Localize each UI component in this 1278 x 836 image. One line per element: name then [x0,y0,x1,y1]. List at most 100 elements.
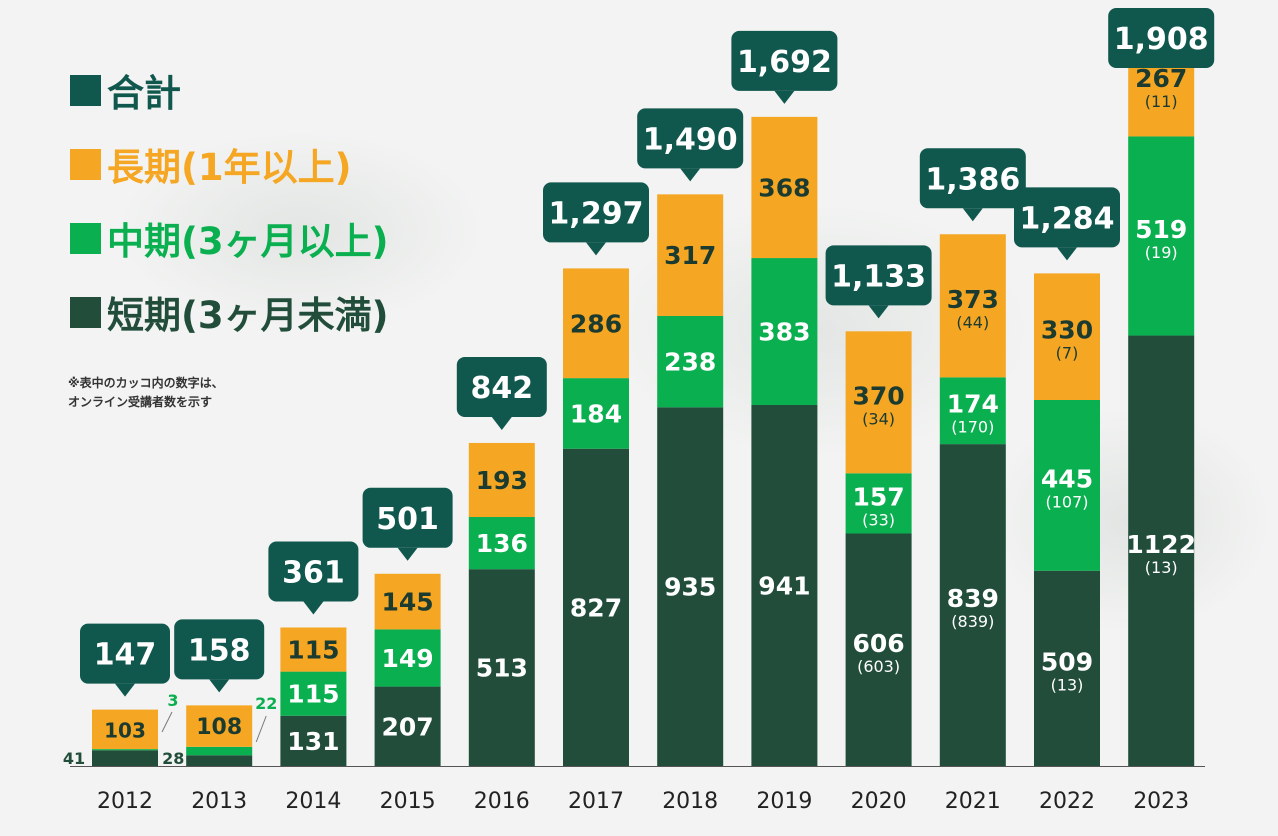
online-label-short-2021: (839) [951,612,994,631]
total-callout-2019 [731,30,838,91]
value-label-long-2019: 368 [758,173,810,202]
value-label-long-2017: 286 [570,309,622,338]
value-label-long-2012: 103 [104,718,146,742]
value-label-short-2012: 41 [63,749,85,768]
legend-label-mid: 中期(3ヶ月以上) [107,220,389,263]
online-label-short-2020: (603) [857,657,900,676]
value-label-mid-2021: 174 [947,390,999,419]
legend-item-short: 短期(3ヶ月未満) [70,288,389,337]
bar-mid-2023 [1128,136,1195,336]
value-label-long-2015: 145 [382,588,434,617]
total-label-2015: 501 [376,502,439,537]
bar-short-2016 [468,569,535,766]
value-label-short-2016: 513 [476,654,528,683]
bar-mid-2021 [939,377,1006,445]
total-callout-pointer-2016 [491,416,512,430]
total-label-2022: 1,284 [1020,201,1115,236]
total-callout-2012 [80,623,170,684]
total-callout-2023 [1108,8,1215,68]
x-tick-label-2023: 2023 [1133,789,1189,814]
value-label-long-2023: 267 [1135,64,1187,93]
total-callout-2016 [456,356,547,417]
online-label-mid-2021: (170) [951,418,994,437]
bar-mid-2022 [1034,400,1100,571]
total-label-2021: 1,386 [925,162,1020,197]
total-callout-2013 [174,619,265,680]
bar-short-2013 [186,755,253,766]
bar-mid-2015 [374,629,441,687]
x-tick-label-2015: 2015 [380,789,436,814]
x-tick-label-2022: 2022 [1039,789,1095,814]
bar-long-2022 [1034,273,1100,400]
bar-short-2018 [657,407,724,766]
total-label-2020: 1,133 [831,259,926,294]
bar-short-2020 [845,533,912,766]
total-callout-pointer-2017 [586,242,606,256]
online-label-long-2021: (44) [956,313,989,332]
bar-short-2019 [751,404,818,766]
value-label-short-2017: 827 [570,593,622,622]
total-label-2016: 842 [470,371,533,406]
footnote: ※表中のカッコ内の数字は、 オンライン受講者数を示す [68,374,224,412]
value-label-mid-2023: 519 [1135,215,1187,244]
total-callout-2020 [825,245,932,306]
bar-short-2015 [374,686,441,766]
x-tick-label-2018: 2018 [662,789,718,814]
total-callout-pointer-2022 [1057,247,1077,261]
bar-long-2017 [563,268,629,379]
bar-short-2023 [1128,335,1195,766]
value-label-mid-2016: 136 [476,529,528,558]
bar-long-2012 [92,709,158,750]
value-label-short-2022: 509 [1041,647,1093,676]
value-label-long-2016: 193 [476,466,528,495]
total-callout-pointer-2014 [303,601,324,615]
bar-long-2016 [468,442,535,518]
value-label-mid-2020: 157 [853,482,905,511]
value-label-mid-2015: 149 [382,644,434,673]
total-label-2017: 1,297 [549,196,644,231]
total-callout-2014 [268,541,359,602]
value-label-mid-2017: 184 [570,399,622,428]
legend-swatch-short [70,296,101,328]
leader-line-2013 [255,715,267,743]
bar-short-2017 [563,448,629,766]
footnote-line-2: オンライン受講者数を示す [68,395,213,409]
bar-mid-2020 [845,473,912,534]
total-callout-2018 [637,108,744,169]
x-tick-label-2013: 2013 [191,789,247,814]
value-label-short-2014: 131 [287,727,339,756]
total-label-2019: 1,692 [737,45,832,80]
total-callout-2022 [1014,187,1120,248]
bar-long-2018 [657,194,724,316]
value-label-long-2013: 108 [196,715,242,740]
total-label-2013: 158 [188,633,251,668]
x-tick-label-2014: 2014 [285,789,341,814]
total-label-2023: 1,908 [1114,22,1209,57]
bar-long-2015 [374,573,441,630]
x-tick-label-2017: 2017 [568,789,624,814]
legend: 合計 長期(1年以上) 中期(3ヶ月以上) 短期(3ヶ月未満) [70,66,389,362]
total-callout-pointer-2013 [209,679,230,693]
online-label-mid-2023: (19) [1145,243,1178,262]
total-callout-pointer-2019 [774,90,795,104]
legend-item-long: 長期(1年以上) [70,140,389,189]
legend-label-total: 合計 [107,72,181,115]
value-label-mid-2014: 115 [287,680,339,709]
total-callout-2021 [919,148,1026,209]
total-callout-2015 [362,487,453,548]
total-callout-pointer-2012 [115,683,135,697]
bar-mid-2019 [751,258,818,405]
value-label-long-2018: 317 [664,241,716,270]
value-label-short-2018: 935 [664,573,716,602]
bar-short-2021 [939,444,1006,766]
leader-line-2012 [161,711,173,733]
bar-long-2019 [751,116,818,259]
bar-short-2012 [92,750,158,766]
value-label-mid-2013: 22 [255,694,277,713]
bar-mid-2013 [186,746,253,756]
total-label-2014: 361 [282,556,345,591]
value-label-mid-2012: 3 [167,691,178,710]
online-label-mid-2020: (33) [862,510,895,529]
value-label-short-2015: 207 [382,712,434,741]
